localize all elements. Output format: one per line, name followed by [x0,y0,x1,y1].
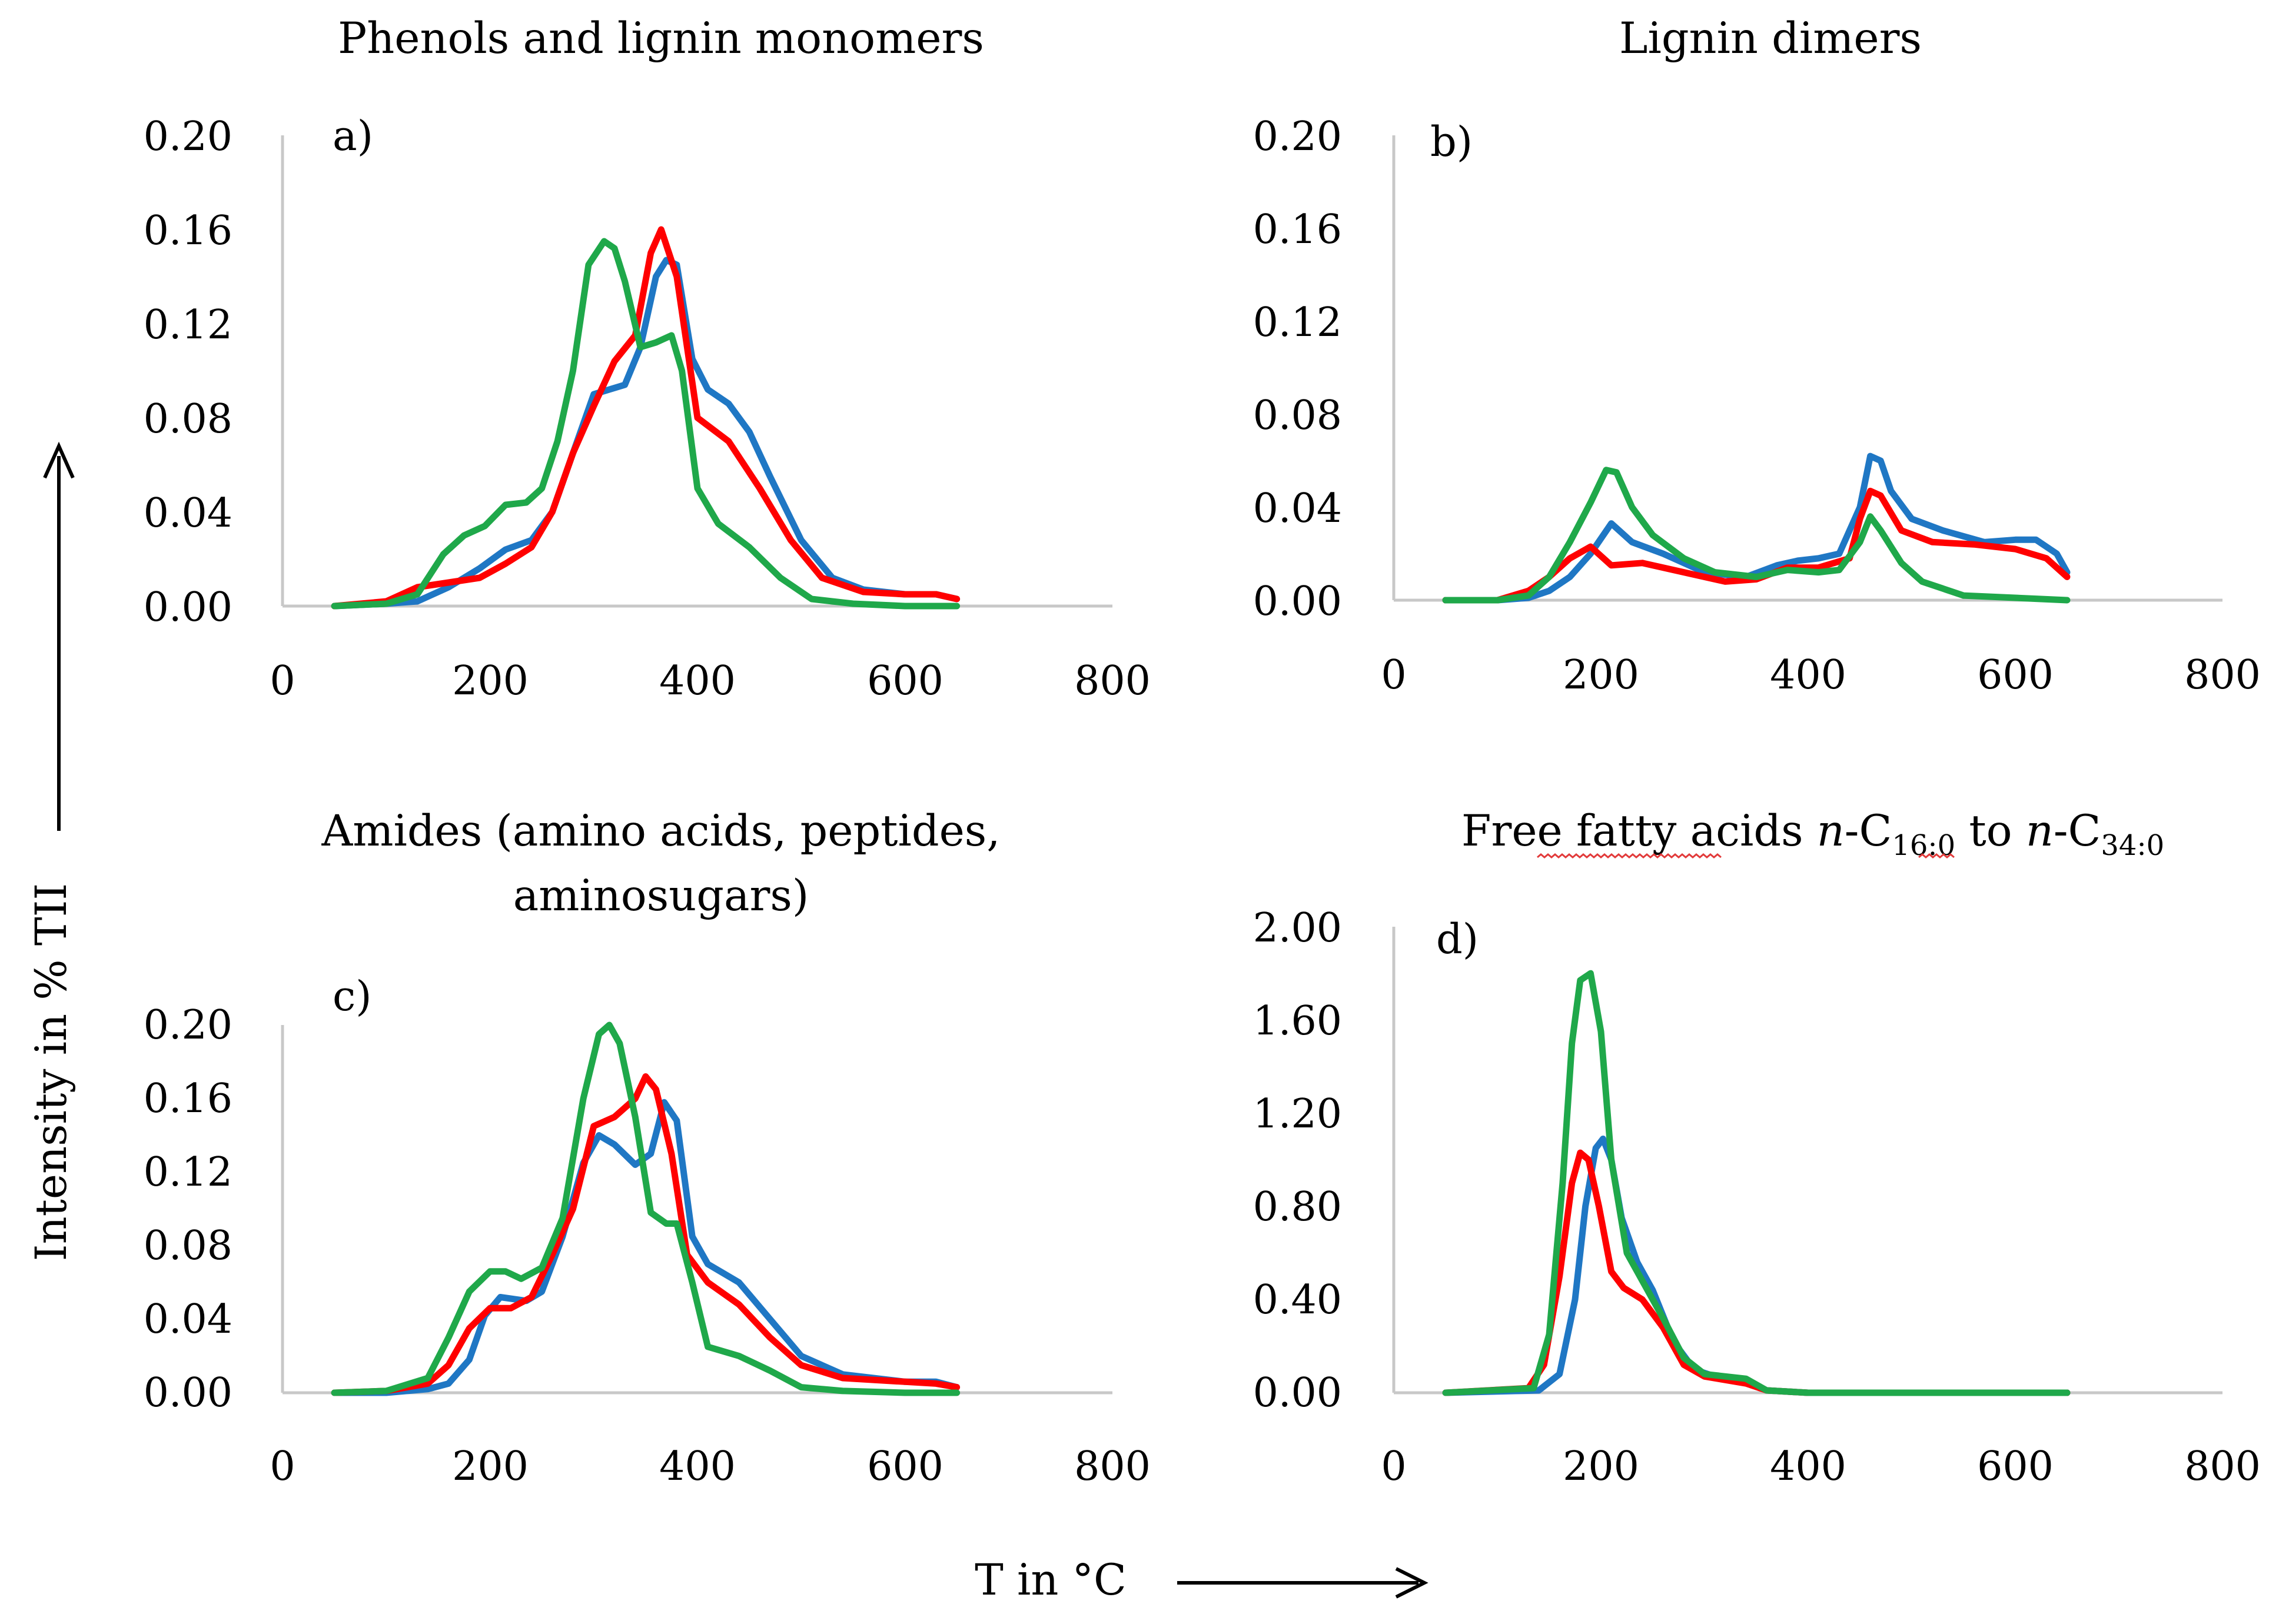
panel-d-title-c2: -C [2054,806,2101,856]
panel-d-title: Free fatty acids n-C16:0 to n-C34:0 [1461,806,2164,862]
panel-c-xtick-labels: 0 200 400 600 800 [270,1443,1151,1490]
ytick-label: 1.60 [1253,998,1342,1044]
panel-c-title-line2: aminosugars) [513,871,809,921]
xtick-label: 800 [1074,1443,1151,1490]
y-axis-arrow-head-icon [43,441,75,479]
xtick-label: 800 [1074,658,1151,704]
y-axis-annotation: Intensity in % TII [26,441,77,1262]
series-line-blue [1442,1135,2071,1396]
ytick-label: 0.00 [144,584,232,631]
ytick-label: 0.16 [144,208,232,254]
series-line-red [331,1073,961,1396]
y-axis-title: Intensity in % TII [26,883,77,1262]
xtick-label: 200 [452,658,529,704]
panel-d-title-c1: -C [1845,806,1892,856]
ytick-label: 0.00 [1253,578,1342,625]
xtick-label: 600 [1977,652,2054,698]
ytick-label: 0.16 [1253,207,1342,253]
ytick-label: 0.08 [144,396,232,442]
panel-c-ytick-labels: 0.00 0.04 0.08 0.12 0.16 0.20 [144,1002,232,1416]
spellcheck-squiggle [1537,853,1722,858]
panel-d-title-prefix: Free fatty acids [1461,806,1817,856]
panel-a-title: Phenols and lignin monomers [338,14,984,64]
x-axis-arrow-head-icon [1395,1567,1428,1599]
xtick-label: 600 [867,658,944,704]
panel-b-plot [1392,135,2222,604]
panel-c-title-line1: Amides (amino acids, peptides, [321,806,1001,856]
panel-c-label: c) [333,972,372,1020]
xtick-label: 0 [1381,652,1406,698]
ytick-label: 0.20 [144,1002,232,1049]
series-line-blue [1442,452,2071,604]
ytick-label: 0.40 [1253,1277,1342,1323]
panel-d-title-mid: to [1955,806,2026,856]
panel-b-title: Lignin dimers [1619,14,1922,64]
panel-b-xtick-labels: 0 200 400 600 800 [1381,652,2261,698]
xtick-label: 0 [1381,1443,1406,1490]
panel-b-label: b) [1430,118,1473,166]
panel-a-label: a) [333,112,373,160]
series-line-blue [331,1099,961,1396]
xtick-label: 400 [1770,652,1846,698]
ytick-label: 0.12 [1253,299,1342,346]
ytick-label: 0.12 [144,302,232,348]
xtick-label: 600 [1977,1443,2054,1490]
panel-d: Free fatty acids n-C16:0 to n-C34:0 d) 0… [1253,806,2261,1490]
xtick-label: 800 [2184,1443,2261,1490]
panel-a-ytick-labels: 0.00 0.04 0.08 0.12 0.16 0.20 [144,114,232,631]
x-axis-title: T in °C [975,1555,1127,1605]
xtick-label: 400 [659,1443,736,1490]
x-axis-annotation: T in °C [975,1555,1428,1605]
ytick-label: 0.08 [1253,392,1342,439]
panel-d-label: d) [1436,915,1479,963]
xtick-label: 200 [1563,652,1639,698]
panel-d-plot [1392,927,2222,1396]
ytick-label: 0.12 [144,1149,232,1196]
panel-d-xtick-labels: 0 200 400 600 800 [1381,1443,2261,1490]
spellcheck-squiggle [1918,853,1955,858]
ytick-label: 0.04 [144,1296,232,1343]
panel-d-title-sub2: 34:0 [2101,829,2164,862]
series-line-red [331,226,961,610]
ytick-label: 0.08 [144,1223,232,1269]
panel-a-xtick-labels: 0 200 400 600 800 [270,658,1151,704]
panel-c: Amides (amino acids, peptides, aminosuga… [144,806,1151,1490]
panel-d-title-n2: n [2026,806,2054,856]
series-line-green [1442,467,2071,604]
series-line-green [331,238,961,610]
xtick-label: 200 [1563,1443,1639,1490]
ytick-label: 1.20 [1253,1091,1342,1137]
xtick-label: 400 [1770,1443,1846,1490]
xtick-label: 400 [659,658,736,704]
panel-a-plot [281,135,1112,610]
ytick-label: 0.16 [144,1076,232,1122]
ytick-label: 0.00 [144,1370,232,1416]
ytick-label: 0.04 [1253,485,1342,532]
series-line-green [1442,970,2071,1396]
series-line-green [331,1021,961,1396]
xtick-label: 0 [270,658,295,704]
ytick-label: 0.04 [144,490,232,537]
ytick-label: 0.00 [1253,1370,1342,1416]
xtick-label: 800 [2184,652,2261,698]
xtick-label: 200 [452,1443,529,1490]
ytick-label: 0.20 [1253,114,1342,160]
panel-d-ytick-labels: 0.00 0.40 0.80 1.20 1.60 2.00 [1253,905,1342,1416]
series-line-red [1442,1149,2071,1396]
xtick-label: 0 [270,1443,295,1490]
ytick-label: 2.00 [1253,905,1342,951]
ytick-label: 0.20 [144,114,232,160]
panel-d-title-n1: n [1817,806,1845,856]
xtick-label: 600 [867,1443,944,1490]
ytick-label: 0.80 [1253,1184,1342,1230]
panel-a: Phenols and lignin monomers a) 0.00 0.04… [144,14,1151,704]
panel-b-ytick-labels: 0.00 0.04 0.08 0.12 0.16 0.20 [1253,114,1342,625]
panel-c-plot [281,1021,1112,1396]
panel-b: Lignin dimers b) 0.00 0.04 0.08 0.12 0.1… [1253,14,2261,698]
series-line-blue [331,257,961,610]
